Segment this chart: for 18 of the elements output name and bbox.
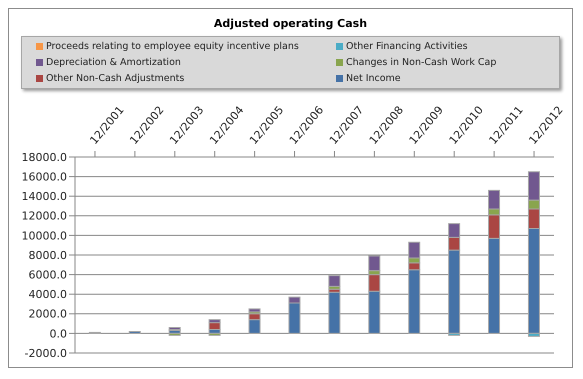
y-tick-label: 0.0 <box>50 327 67 340</box>
y-tick-label: 12000.0 <box>22 210 67 223</box>
y-tick-label: 14000.0 <box>22 190 67 204</box>
legend-label: Other Non-Cash Adjustments <box>45 73 186 84</box>
y-tick-label: 16000.0 <box>22 170 67 184</box>
legend-label: Other Financing Activities <box>345 41 469 52</box>
chart-title: Adjusted operating Cash <box>212 17 368 30</box>
y-tick-label: 8000.0 <box>28 248 67 262</box>
y-tick-label: 4000.0 <box>28 288 67 302</box>
y-tick-label: 6000.0 <box>28 268 67 282</box>
y-tick-label: 18000.0 <box>22 150 67 164</box>
y-tick-label: -2000.0 <box>24 346 67 360</box>
legend-label: Changes in Non-Cash Work Cap <box>345 57 498 68</box>
y-tick-label: 10000.0 <box>22 229 67 242</box>
legend-label: Net Income <box>345 73 402 84</box>
legend-label: Depreciation & Amortization <box>45 57 182 68</box>
legend-label: Proceeds relating to employee equity incentive plans <box>45 41 300 52</box>
y-tick-label: 2000.0 <box>28 308 67 321</box>
